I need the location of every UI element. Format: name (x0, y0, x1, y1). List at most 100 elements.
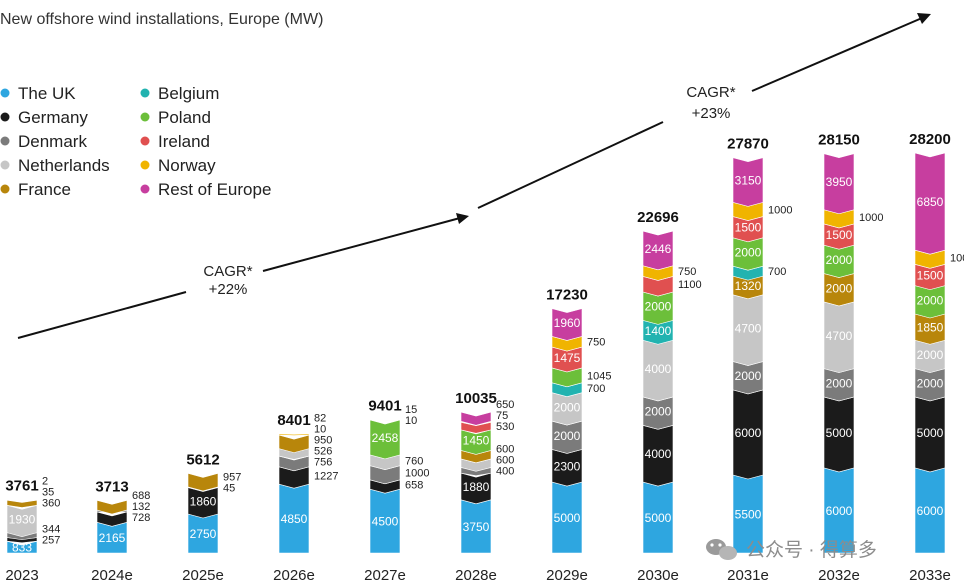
value-label-ie-2029e: 1475 (554, 351, 581, 365)
legend-marker-nl (0, 160, 10, 170)
value-label-ie-2033e: 1500 (917, 268, 944, 282)
total-label-2029e: 17230 (546, 287, 588, 304)
total-label-2025e: 5612 (186, 451, 219, 468)
x-axis: 2023 2024e 2025e 2026e 2027e 2028e 2029e 2030e 2… (5, 567, 951, 584)
value-label-de-2025e: 1860 (190, 494, 217, 508)
value-label-dk-2025e: 45 (223, 482, 235, 494)
total-label-2023: 3761 (5, 478, 38, 495)
value-label-nl-2031e: 4700 (735, 322, 762, 336)
value-label-uk-2025e: 2750 (190, 527, 217, 541)
segment-re-2028e (460, 411, 492, 426)
value-label-ie-2027e: 10 (405, 415, 417, 427)
value-label-no-2032e: 1000 (859, 212, 883, 224)
value-label-uk-2028e: 3750 (463, 520, 490, 534)
trend-arrows: CAGR* +22% CAGR* +23% (17, 13, 931, 339)
value-label-de-2026e: 1227 (314, 471, 338, 483)
x-tick-2030e: 2030e (637, 567, 679, 584)
value-label-pl-2032e: 2000 (826, 253, 853, 267)
value-label-no-2023: 2 (42, 476, 48, 488)
segment-dk-2026e (278, 455, 310, 472)
total-label-2030e: 22696 (637, 209, 679, 226)
value-label-nl-2027e: 760 (405, 455, 423, 467)
value-label-no-2031e: 1000 (768, 204, 792, 216)
segment-no-2026e (278, 433, 310, 436)
x-tick-2025e: 2025e (182, 567, 224, 584)
cagr-2-label: CAGR* (686, 84, 735, 101)
legend-marker-re (140, 184, 150, 194)
x-tick-2027e: 2027e (364, 567, 406, 584)
cagr-2-value: +23% (692, 105, 731, 122)
value-label-re-2028e: 650 (496, 399, 514, 411)
total-label-2032e: 28150 (818, 132, 860, 149)
value-label-uk-2030e: 5000 (645, 511, 672, 525)
total-label-2024e: 3713 (95, 478, 128, 495)
value-label-dk-2027e: 1000 (405, 468, 429, 480)
value-label-pl-2028e: 1450 (463, 434, 490, 448)
watermark-text: 公众号 · 得算多 (746, 539, 877, 561)
value-label-uk-2023: 833 (12, 541, 32, 555)
value-label-fr-2028e: 600 (496, 443, 514, 455)
value-label-pl-2027e: 2458 (372, 431, 399, 445)
value-label-dk-2024e: 132 (132, 501, 150, 513)
x-tick-2033e: 2033e (909, 567, 951, 584)
value-label-uk-2027e: 4500 (372, 515, 399, 529)
trend-arrow-1-left (17, 291, 187, 339)
value-label-dk-2026e: 756 (314, 456, 332, 468)
value-label-de-2029e: 2300 (554, 459, 581, 473)
value-label-re-2033e: 6850 (917, 195, 944, 209)
value-label-no-2029e: 750 (587, 337, 605, 349)
value-label-nl-2029e: 2000 (554, 400, 581, 414)
value-label-no-2028e: 75 (496, 410, 508, 422)
value-label-pl-2031e: 2000 (735, 246, 762, 260)
x-tick-2026e: 2026e (273, 567, 315, 584)
cagr-1-label: CAGR* (203, 263, 252, 280)
value-label-nl-2032e: 4700 (826, 329, 853, 343)
total-label-2031e: 27870 (727, 136, 769, 153)
bar-2032e: 28150 6000 5000 2000 4700 2000 2000 1500 3950 100… (818, 132, 883, 554)
legend-label-be: Belgium (158, 84, 219, 103)
value-label-fr-2023: 360 (42, 498, 60, 510)
legend-marker-ie (140, 136, 150, 146)
value-label-nl-2033e: 2000 (917, 348, 944, 362)
legend-marker-no (140, 160, 150, 170)
value-label-no-2033e: 1000 (950, 252, 964, 264)
value-label-dk-2029e: 2000 (554, 429, 581, 443)
value-label-ie-2032e: 1500 (826, 228, 853, 242)
watermark: 公众号 · 得算多 (706, 539, 877, 561)
value-label-fr-2025e: 957 (223, 471, 241, 483)
value-label-dk-2032e: 2000 (826, 376, 853, 390)
total-label-2028e: 10035 (455, 390, 497, 407)
total-label-2033e: 28200 (909, 131, 951, 148)
segment-re-2030e (642, 230, 674, 271)
value-label-re-2030e: 2446 (645, 242, 672, 256)
value-label-fr-2033e: 1850 (917, 321, 944, 335)
x-tick-2032e: 2032e (818, 567, 860, 584)
value-label-de-2030e: 4000 (645, 447, 672, 461)
value-label-be-2030e: 1400 (645, 324, 672, 338)
value-label-pl-2030e: 2000 (645, 300, 672, 314)
legend-label-fr: France (18, 180, 71, 199)
value-label-re-2031e: 3150 (735, 174, 762, 188)
bar-2033e: 28200 6000 5000 2000 2000 1850 2000 1500 6850 100… (909, 131, 964, 554)
value-label-be-2029e: 700 (587, 383, 605, 395)
x-tick-2024e: 2024e (91, 567, 133, 584)
legend-marker-de (0, 112, 10, 122)
legend-label-re: Rest of Europe (158, 180, 271, 199)
value-label-no-2027e: 15 (405, 404, 417, 416)
value-label-uk-2031e: 5500 (735, 507, 762, 521)
legend-label-uk: The UK (18, 84, 76, 103)
value-label-dk-2030e: 2000 (645, 405, 672, 419)
x-tick-2031e: 2031e (727, 567, 769, 584)
value-label-no-2026e: 82 (314, 412, 326, 424)
value-label-pl-2023: 35 (42, 487, 54, 499)
segment-de-2024e (96, 511, 128, 527)
legend-marker-pl (140, 112, 150, 122)
segment-re-2032e (823, 153, 855, 215)
x-tick-2029e: 2029e (546, 567, 588, 584)
value-label-pl-2026e: 10 (314, 423, 326, 435)
segment-fr-2026e (278, 434, 310, 453)
trend-arrow-2-right (751, 17, 923, 92)
